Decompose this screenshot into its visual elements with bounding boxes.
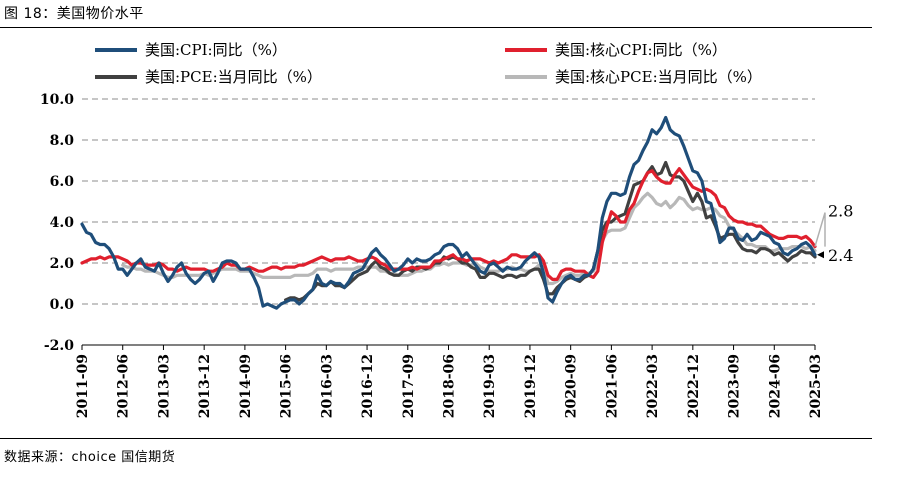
annotation-leader-2-8	[814, 212, 826, 247]
y-tick-label: 0.0	[50, 297, 75, 313]
x-tick-label: 2024-06	[767, 354, 783, 418]
x-tick-label: 2022-12	[686, 354, 702, 418]
annotation-2-8: 2.8	[828, 202, 853, 221]
top-rule	[0, 27, 872, 28]
y-tick-label: 8.0	[50, 133, 75, 149]
y-axis: -2.0 0.0 2.0 4.0 6.0 8.0 10.0	[40, 92, 74, 354]
figure-title: 图 18：美国物价水平	[4, 6, 144, 22]
series-line-1	[80, 115, 817, 310]
y-tick-label: 6.0	[50, 174, 75, 190]
series-line-2	[80, 167, 817, 281]
x-tick-label: 2025-03	[808, 354, 824, 418]
x-tick-label: 2011-09	[75, 354, 91, 418]
x-tick-label: 2019-12	[523, 354, 539, 418]
x-tick-label: 2022-03	[645, 354, 661, 418]
y-tick-label: 2.0	[50, 256, 75, 272]
source-note: 数据来源：choice 国信期货	[4, 450, 176, 465]
x-tick-label: 2016-12	[360, 354, 376, 418]
legend-label-3: 美国:PCE:当月同比（%）	[145, 68, 322, 86]
legend-label-4: 美国:核心PCE:当月同比（%）	[555, 68, 762, 86]
x-tick-label: 2021-06	[604, 354, 620, 418]
series-lines	[80, 115, 817, 310]
legend-label-1: 美国:CPI:同比（%）	[145, 41, 287, 59]
annotations: 2.8 2.4	[814, 202, 853, 265]
x-tick-label: 2019-03	[482, 354, 498, 418]
x-tick-label: 2015-06	[279, 354, 295, 418]
y-tick-label: 10.0	[40, 92, 74, 108]
x-tick-label: 2013-03	[156, 354, 172, 418]
x-tick-label: 2023-09	[727, 354, 743, 418]
annotation-2-4: 2.4	[828, 246, 853, 265]
x-axis: 2011-09 2012-06 2013-03 2013-12 2014-09 2015-…	[75, 344, 824, 418]
x-tick-label: 2016-03	[319, 354, 335, 418]
x-tick-label: 2018-06	[442, 354, 458, 418]
x-tick-label: 2013-12	[197, 354, 213, 418]
legend-label-2: 美国:核心CPI:同比（%）	[555, 41, 727, 59]
x-tick-label: 2017-09	[401, 354, 417, 418]
y-tick-label: 4.0	[50, 215, 75, 231]
bottom-rule	[0, 438, 872, 439]
y-tick-label: -2.0	[44, 338, 74, 354]
legend: 美国:CPI:同比（%） 美国:核心CPI:同比（%） 美国:PCE:当月同比（%）…	[95, 41, 762, 86]
grid	[82, 98, 815, 305]
annotation-arrowhead	[817, 251, 824, 259]
x-tick-label: 2012-06	[116, 354, 132, 418]
x-tick-label: 2020-09	[564, 354, 580, 418]
x-tick-label: 2014-09	[238, 354, 254, 418]
